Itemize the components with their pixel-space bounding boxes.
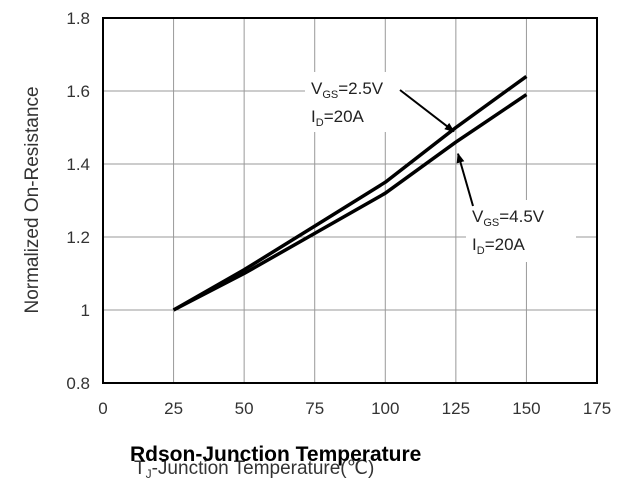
x-tick-label: 50 [235, 399, 254, 418]
axes [102, 17, 598, 384]
y-tick-label: 1.2 [66, 228, 90, 247]
series-line-2 [172, 93, 528, 312]
annotation-id: ID=20A [311, 107, 365, 129]
x-tick-label: 150 [512, 399, 540, 418]
annotation-box [466, 200, 576, 262]
x-axis-label-symbol: T [134, 458, 146, 479]
x-axis-label-text: -Junction Temperature(℃) [152, 458, 375, 479]
annotation-vgs: VGS=2.5V [311, 79, 384, 101]
annotation-vgs-symbol: V [311, 79, 323, 98]
y-tick-label: 1.8 [66, 9, 90, 28]
y-tick-label: 1.4 [66, 155, 90, 174]
x-tick-label: 125 [442, 399, 470, 418]
y-tick-label: 1 [81, 301, 90, 320]
x-tick-label: 100 [371, 399, 399, 418]
plot-frame [102, 17, 598, 384]
chart-title: Rdson-Junction Temperature [130, 443, 421, 466]
annotation-arrow [399, 89, 455, 133]
annotation-id-value: =20A [324, 107, 365, 126]
annotation-vgs-value: =2.5V [338, 79, 384, 98]
annotation-id-symbol: I [472, 235, 477, 254]
annotation-vgs-symbol: V [472, 207, 484, 226]
annotation-vgs-sub: GS [322, 89, 338, 101]
annotation-box [305, 72, 405, 132]
x-axis-label-sub: J [146, 467, 152, 481]
annotation-id-value: =20A [485, 235, 526, 254]
x-axis-label: TJ-Junction Temperature(℃) [134, 458, 374, 481]
series-line-1 [172, 74, 528, 312]
annotation-vgs: VGS=4.5V [472, 207, 545, 229]
y-tick-label: 0.8 [66, 374, 90, 393]
annotation-id-sub: D [316, 117, 324, 129]
y-tick-label: 1.6 [66, 82, 90, 101]
x-tick-label: 25 [164, 399, 183, 418]
annotation-arrow [456, 152, 474, 207]
annotation-vgs-value: =4.5V [499, 207, 545, 226]
series-group [172, 74, 528, 312]
y-axis-label: Normalized On-Resistance [22, 86, 43, 313]
annotation-vgs-sub: GS [483, 217, 499, 229]
tick-labels: 0 25 50 75 100 125 150 175 0.8 1 1.2 1.4 1.6 1.8 [66, 9, 611, 418]
x-tick-label: 75 [305, 399, 324, 418]
x-tick-label: 175 [583, 399, 611, 418]
annotation-id: ID=20A [472, 235, 526, 257]
annotation-id-symbol: I [311, 107, 316, 126]
annotation-id-sub: D [477, 245, 485, 257]
x-tick-label: 0 [98, 399, 107, 418]
